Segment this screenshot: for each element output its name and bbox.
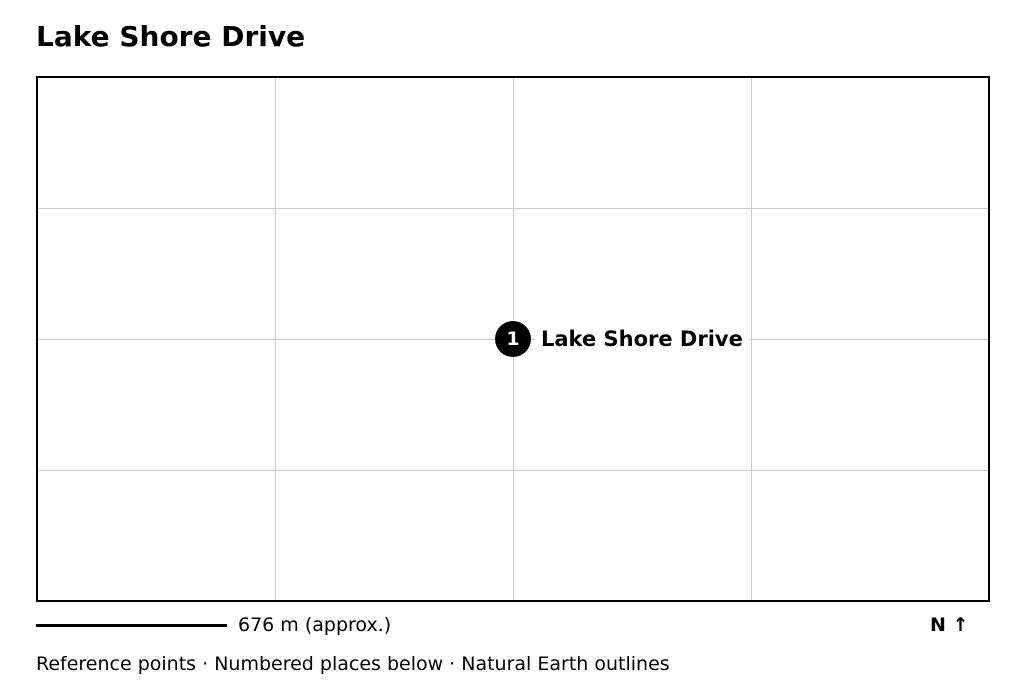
page-title: Lake Shore Drive	[36, 20, 306, 53]
map-attribution: Reference points · Numbered places below…	[36, 653, 670, 675]
map-canvas[interactable]: 1 Lake Shore Drive	[36, 76, 990, 602]
scale-bar	[36, 624, 227, 627]
place-label: Lake Shore Drive	[535, 325, 749, 353]
scale-label: 676 m (approx.)	[238, 614, 392, 636]
grid-line-horizontal	[38, 470, 988, 471]
place-number-badge: 1	[495, 321, 531, 357]
place-marker[interactable]: 1 Lake Shore Drive	[495, 321, 749, 357]
grid-line-horizontal	[38, 208, 988, 209]
north-arrow-icon: N ↑	[930, 614, 969, 636]
